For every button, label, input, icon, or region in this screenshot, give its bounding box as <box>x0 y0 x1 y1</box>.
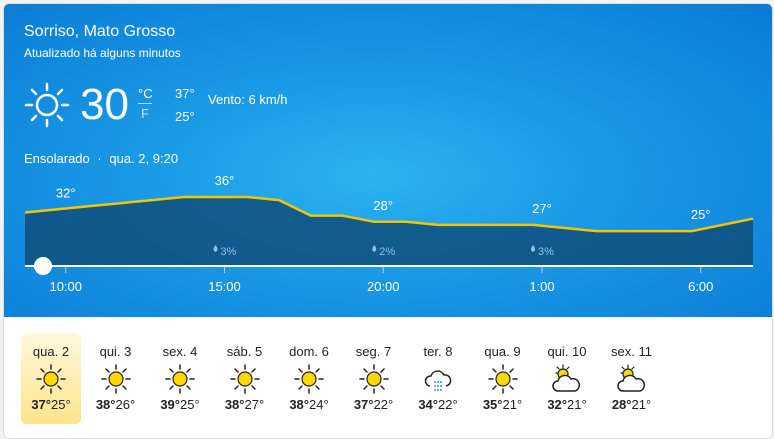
day-forecast-9[interactable]: qui. 10 32°21° <box>537 333 597 424</box>
precipitation-label: 2% <box>379 246 395 258</box>
updated-text: Atualizado há alguns minutos <box>24 46 181 60</box>
day-low: 21° <box>567 397 587 412</box>
day-temps: 39°25° <box>150 397 210 412</box>
precipitation-label: 3% <box>538 246 554 258</box>
temperature-label: 32° <box>56 185 76 200</box>
sun-icon <box>100 364 131 394</box>
day-high: 39° <box>160 397 180 412</box>
day-name: seg. 7 <box>355 344 392 359</box>
raindrop-icon <box>372 245 377 252</box>
daily-forecast: qua. 2 37°25° qui. 3 38°26° sex. 4 39°25° sáb.… <box>4 317 772 438</box>
temperature-label: 36° <box>215 173 235 188</box>
temperature-label: 28° <box>373 198 393 213</box>
sun-icon <box>229 364 260 394</box>
temperature-area <box>25 197 753 266</box>
unit-toggle[interactable]: °C F <box>138 86 153 121</box>
precipitation-label: 3% <box>221 246 237 258</box>
day-high: 37° <box>353 397 374 412</box>
day-temps: 38°27° <box>215 397 275 412</box>
partly-cloudy-icon <box>552 364 581 392</box>
day-temps: 35°21° <box>473 397 533 412</box>
celsius-unit[interactable]: °C <box>138 86 153 104</box>
day-high: 32° <box>547 397 567 412</box>
high-temp: 37° <box>175 86 195 101</box>
day-low: 21° <box>502 397 523 412</box>
low-temp: 25° <box>175 109 195 124</box>
day-forecast-6[interactable]: seg. 7 37°22° <box>344 333 404 424</box>
partly-cloudy-icon <box>616 364 645 392</box>
day-temps: 38°24° <box>279 397 339 412</box>
day-low: 22° <box>373 397 394 412</box>
wind-speed: Vento: 6 km/h <box>208 92 288 107</box>
day-high: 38° <box>224 397 245 412</box>
sun-icon <box>487 364 518 394</box>
sun-icon <box>165 364 195 394</box>
day-low: 21° <box>631 397 652 412</box>
day-forecast-7[interactable]: ter. 8 34°22° <box>408 333 468 424</box>
sun-icon <box>294 364 324 394</box>
day-name: qui. 3 <box>99 344 132 359</box>
day-high: 35° <box>482 397 503 412</box>
day-high: 34° <box>418 397 438 412</box>
day-name: sáb. 5 <box>226 344 263 359</box>
day-temps: 37°22° <box>344 397 404 412</box>
day-temps: 28°21° <box>602 397 662 412</box>
day-high: 38° <box>289 397 309 412</box>
temperature-line <box>24 195 754 233</box>
day-temps: 32°21° <box>537 397 597 412</box>
day-name: sex. 11 <box>611 344 652 359</box>
day-name: dom. 6 <box>289 344 329 359</box>
temperature-label: 27° <box>532 201 552 216</box>
day-name: ter. 8 <box>423 344 453 359</box>
day-low: 22° <box>438 397 458 412</box>
x-tick-label: 10:00 <box>49 279 82 294</box>
location-title: Sorriso, Mato Grosso <box>24 23 176 40</box>
day-forecast-8[interactable]: qua. 9 35°21° <box>473 333 533 424</box>
day-forecast-3[interactable]: sex. 4 39°25° <box>150 333 210 424</box>
day-forecast-2[interactable]: qui. 3 38°26° <box>86 333 146 424</box>
day-name: qui. 10 <box>547 344 587 359</box>
day-low: 25° <box>51 397 71 412</box>
fahrenheit-unit[interactable]: F <box>141 106 149 121</box>
sun-icon <box>358 364 389 394</box>
day-temps: 37°25° <box>21 397 81 412</box>
day-high: 37° <box>31 397 51 412</box>
day-forecast-1[interactable]: qua. 2 37°25° <box>21 333 81 424</box>
condition-line: Ensolarado · qua. 2, 9:20 <box>24 151 178 166</box>
raindrop-icon <box>213 245 218 252</box>
day-low: 24° <box>309 397 329 412</box>
weather-card: Sorriso, Mato Grosso Atualizado há algun… <box>3 3 773 439</box>
day-low: 27° <box>244 397 265 412</box>
day-forecast-10[interactable]: sex. 11 28°21° <box>602 333 662 424</box>
day-temps: 38°26° <box>86 397 146 412</box>
current-temperature: 30 <box>80 80 129 129</box>
x-tick-label: 20:00 <box>367 279 400 294</box>
x-tick-label: 1:00 <box>529 279 554 294</box>
x-tick-label: 15:00 <box>208 279 241 294</box>
x-tick-label: 6:00 <box>688 279 713 294</box>
day-low: 26° <box>115 397 136 412</box>
sun-icon <box>36 364 66 394</box>
condition-text: Ensolarado <box>24 151 90 166</box>
temperature-label: 25° <box>691 207 711 222</box>
sun-icon <box>24 82 70 128</box>
day-name: sex. 4 <box>162 344 198 359</box>
day-name: qua. 2 <box>32 344 70 359</box>
day-low: 25° <box>180 397 200 412</box>
raindrop-icon <box>531 245 535 252</box>
day-high: 38° <box>95 397 116 412</box>
day-temps: 34°22° <box>408 397 468 412</box>
day-forecast-5[interactable]: dom. 6 38°24° <box>279 333 339 424</box>
day-high: 28° <box>611 397 632 412</box>
separator: · <box>97 151 102 166</box>
rain-cloud-icon <box>424 370 452 392</box>
day-forecast-4[interactable]: sáb. 5 38°27° <box>215 333 275 424</box>
condition-datetime: qua. 2, 9:20 <box>109 151 179 166</box>
time-slider-handle[interactable] <box>34 257 52 275</box>
current-weather-panel: Sorriso, Mato Grosso Atualizado há algun… <box>4 4 773 317</box>
hourly-temperature-chart[interactable]: 10:00 15:00 20:00 1:00 6:00 32° 36° 28° 27° 25° 3%… <box>4 4 773 317</box>
day-name: qua. 9 <box>484 344 521 359</box>
